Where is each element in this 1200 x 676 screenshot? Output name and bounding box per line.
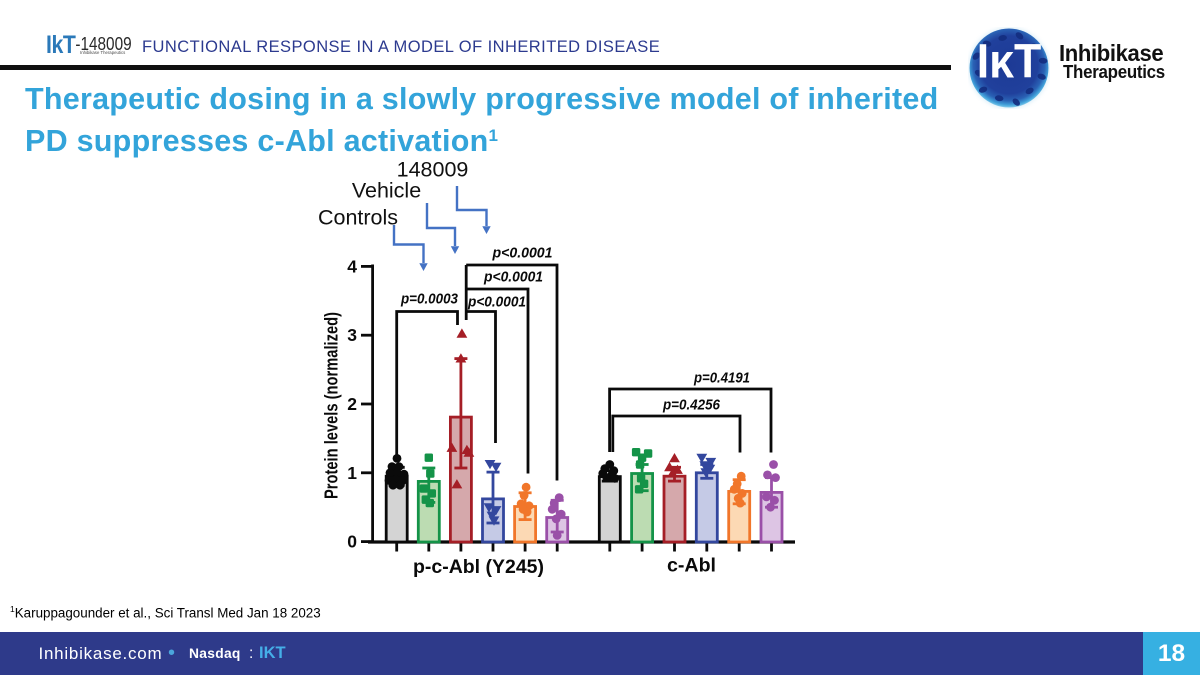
- svg-text:c-Abl: c-Abl: [667, 556, 716, 577]
- svg-text:4: 4: [347, 256, 357, 276]
- svg-text:p<0.0001: p<0.0001: [467, 294, 526, 311]
- svg-text:Vehicle: Vehicle: [352, 179, 421, 203]
- svg-text:p=0.4256: p=0.4256: [662, 397, 720, 414]
- svg-text:p=0.0003: p=0.0003: [400, 291, 458, 308]
- svg-text:p<0.0001: p<0.0001: [483, 269, 543, 286]
- svg-text:p<0.0001: p<0.0001: [492, 245, 553, 262]
- svg-text:0: 0: [347, 532, 357, 552]
- svg-text:148009: 148009: [397, 158, 469, 182]
- svg-text:3: 3: [347, 325, 357, 345]
- svg-text:Controls: Controls: [318, 206, 398, 230]
- svg-text:IκT: IκT: [977, 35, 1042, 89]
- svg-text:1: 1: [347, 463, 357, 483]
- svg-text:2: 2: [347, 394, 357, 414]
- svg-text:Protein levels (normalized): Protein levels (normalized): [322, 312, 342, 499]
- svg-text:p=0.4191: p=0.4191: [693, 370, 750, 387]
- svg-text:p-c-Abl (Y245): p-c-Abl (Y245): [413, 557, 544, 578]
